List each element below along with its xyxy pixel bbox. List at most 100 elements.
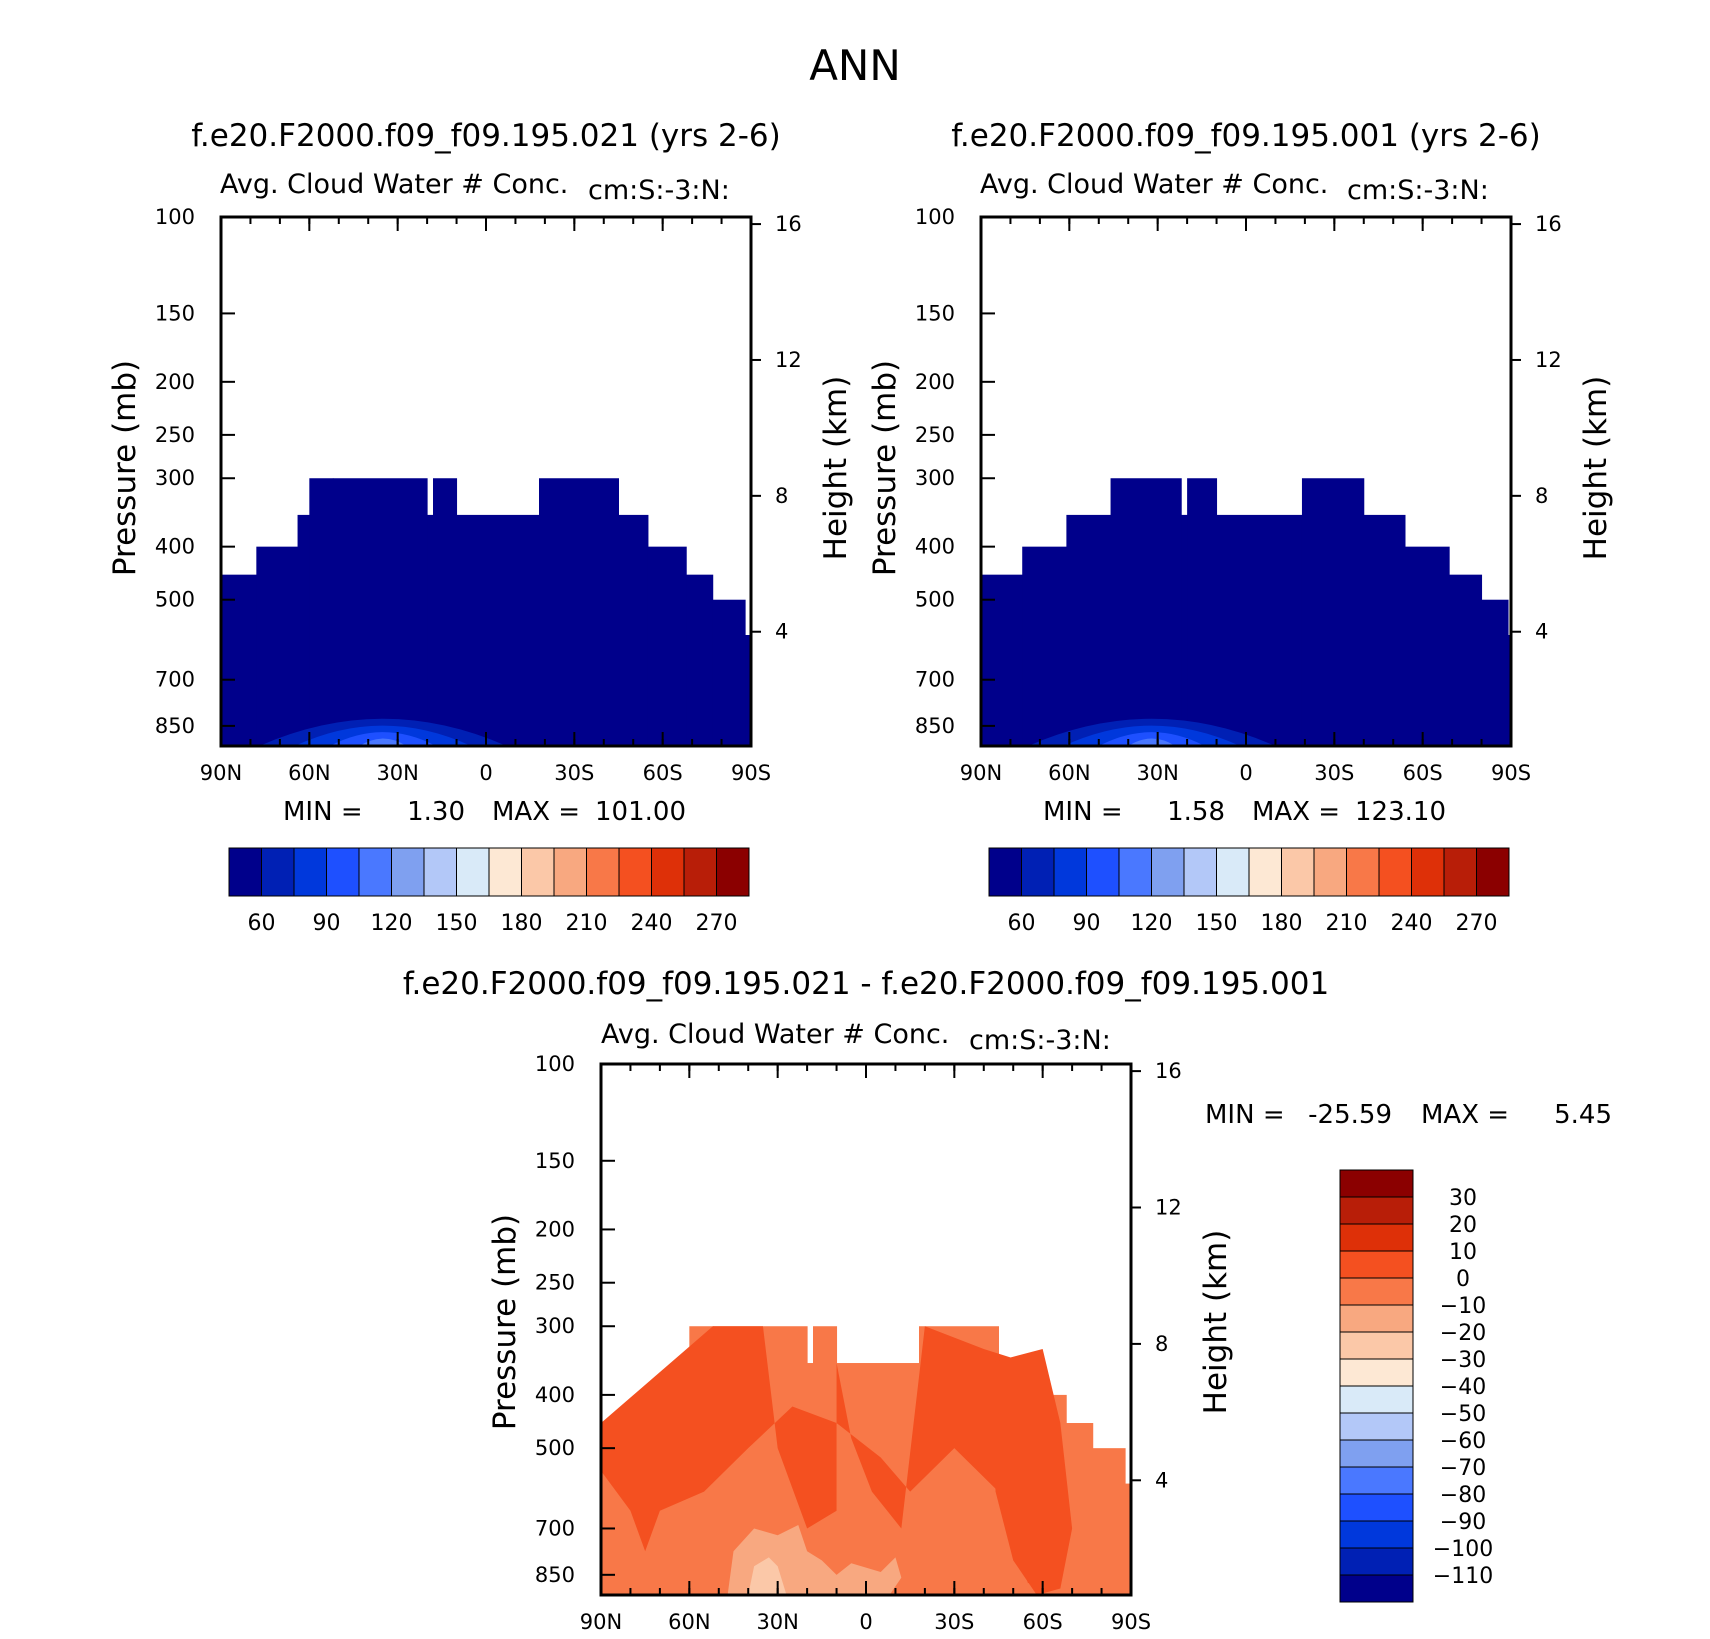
colorbar-box — [1339, 1358, 1414, 1387]
units-label: cm:S:-3:N: — [1347, 175, 1489, 206]
x-tick-label: 30S — [554, 761, 594, 785]
y-right-tick-label: 8 — [775, 484, 788, 508]
min-value: 1.30 — [407, 797, 465, 827]
cloud-region — [1187, 478, 1218, 746]
colorbar-box — [423, 847, 457, 897]
y-tick-label: 700 — [535, 1516, 575, 1540]
cloud-region — [539, 478, 619, 746]
colorbar-box — [1339, 1466, 1414, 1495]
colorbar-box — [586, 847, 620, 897]
y-axis-label: Pressure (mb) — [867, 360, 903, 576]
colorbar-box — [651, 847, 685, 897]
cloud-region — [297, 514, 310, 746]
colorbar-box — [618, 847, 652, 897]
y-tick-label: 200 — [915, 370, 955, 394]
panel-difference: f.e20.F2000.f09_f09.195.021 - f.e20.F200… — [403, 966, 1612, 1634]
x-tick-label: 60S — [643, 761, 683, 785]
y-right-tick-label: 16 — [1155, 1059, 1182, 1083]
y-right-tick-label: 16 — [1535, 212, 1562, 236]
x-tick-label: 30S — [1314, 761, 1354, 785]
colorbar-label: −20 — [1440, 1321, 1486, 1346]
colorbar-label: −50 — [1440, 1402, 1486, 1427]
panel-subtitle: Avg. Cloud Water # Conc. — [980, 169, 1328, 200]
cloud-region — [1066, 514, 1112, 746]
x-tick-label: 30N — [756, 1610, 798, 1634]
min-label: MIN = — [1043, 797, 1123, 827]
panel-title: f.e20.F2000.f09_f09.195.001 (yrs 2-6) — [951, 118, 1541, 154]
y-tick-label: 400 — [915, 535, 955, 559]
y-tick-label: 100 — [155, 205, 195, 229]
cloud-region — [1216, 514, 1303, 746]
cloud-region — [1181, 514, 1188, 746]
colorbar-label: −80 — [1440, 1483, 1486, 1508]
y-right-tick-label: 4 — [1535, 620, 1548, 644]
cloud-region — [1449, 574, 1483, 746]
cloud-region — [1110, 478, 1182, 746]
panel-title: f.e20.F2000.f09_f09.195.021 (yrs 2-6) — [191, 118, 781, 154]
colorbar-label: 270 — [696, 911, 738, 936]
colorbar-box — [553, 847, 587, 897]
x-tick-label: 90S — [1491, 761, 1531, 785]
colorbar-box — [1339, 1547, 1414, 1576]
x-tick-label: 30N — [376, 761, 418, 785]
colorbar-box — [1216, 847, 1250, 897]
colorbar-label: −90 — [1440, 1510, 1486, 1535]
y-tick-label: 400 — [155, 535, 195, 559]
y-right-tick-label: 4 — [775, 620, 788, 644]
colorbar-label: 60 — [1008, 911, 1036, 936]
cloud-region — [1481, 599, 1509, 746]
y-tick-label: 250 — [535, 1271, 575, 1295]
panel-subtitle: Avg. Cloud Water # Conc. — [220, 169, 568, 200]
figure-title: ANN — [809, 41, 901, 90]
colorbar-label: 90 — [1073, 911, 1101, 936]
colorbar-label: 0 — [1456, 1267, 1470, 1292]
units-label: cm:S:-3:N: — [969, 1025, 1111, 1056]
max-label: MAX = — [1421, 1100, 1509, 1130]
heatmap-plot — [981, 478, 1512, 746]
colorbar-label: −60 — [1440, 1429, 1486, 1454]
x-tick-label: 90S — [1111, 1610, 1151, 1634]
y-tick-label: 300 — [915, 466, 955, 490]
min-value: -25.59 — [1308, 1100, 1392, 1130]
colorbar-label: 20 — [1449, 1213, 1477, 1238]
colorbar-box — [228, 847, 262, 897]
y-right-tick-label: 12 — [1535, 348, 1562, 372]
colorbar-label: 120 — [1131, 911, 1173, 936]
colorbar-box — [1248, 847, 1282, 897]
colorbar-label: 180 — [1261, 911, 1303, 936]
colorbar-box — [1339, 1223, 1414, 1252]
x-tick-label: 30N — [1136, 761, 1178, 785]
y-right-tick-label: 8 — [1535, 484, 1548, 508]
colorbar-label: 60 — [248, 911, 276, 936]
x-tick-label: 60N — [288, 761, 330, 785]
colorbar-box — [1339, 1331, 1414, 1360]
y-tick-label: 850 — [535, 1563, 575, 1587]
colorbar-label: 210 — [566, 911, 608, 936]
x-tick-label: 90N — [960, 761, 1002, 785]
colorbar-box — [326, 847, 360, 897]
y-tick-label: 850 — [155, 714, 195, 738]
y-tick-label: 400 — [535, 1383, 575, 1407]
colorbar-box — [1476, 847, 1510, 897]
y-tick-label: 150 — [535, 1149, 575, 1173]
difference-contour — [601, 1326, 1055, 1584]
min-value: 1.58 — [1167, 797, 1225, 827]
cloud-region — [1405, 546, 1450, 746]
axes: 90N 60N 30N 0 30S 60S 90S 100 150 200 250 300 400 500… — [155, 205, 802, 785]
x-tick-label: 90N — [200, 761, 242, 785]
colorbar-label: 270 — [1456, 911, 1498, 936]
panel-subtitle: Avg. Cloud Water # Conc. — [601, 1019, 949, 1050]
y-tick-label: 500 — [915, 588, 955, 612]
colorbar-box — [1339, 1385, 1414, 1414]
y-right-tick-label: 4 — [1155, 1468, 1168, 1492]
difference-region — [1066, 1423, 1094, 1595]
x-tick-label: 0 — [859, 1610, 872, 1634]
colorbar-label: −110 — [1433, 1564, 1493, 1589]
y-tick-label: 850 — [915, 714, 955, 738]
colorbar-box — [261, 847, 295, 897]
y-right-tick-label: 8 — [1155, 1332, 1168, 1356]
colorbar-label: −10 — [1440, 1294, 1486, 1319]
y-right-tick-label: 12 — [775, 348, 802, 372]
colorbar-box — [1151, 847, 1185, 897]
